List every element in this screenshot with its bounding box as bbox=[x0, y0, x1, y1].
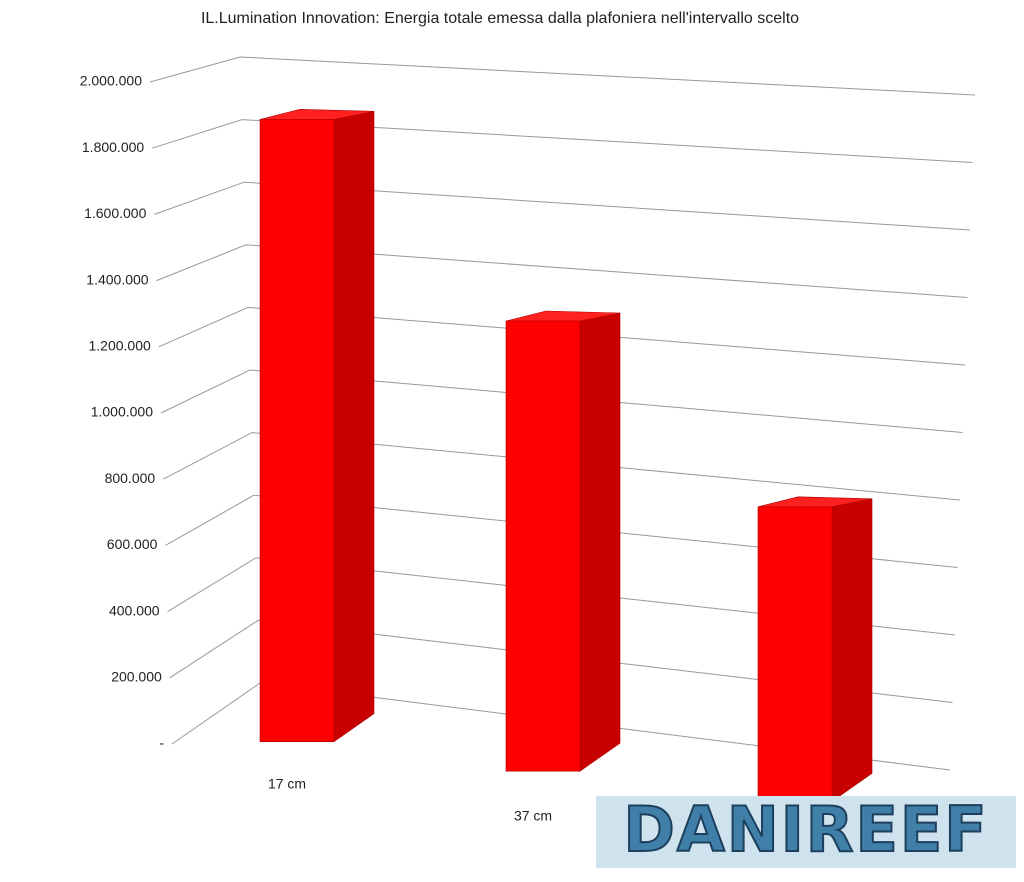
grid-line bbox=[160, 369, 963, 433]
grid-line bbox=[152, 119, 973, 163]
watermark-bg bbox=[596, 796, 1016, 868]
y-tick-label: 200.000 bbox=[111, 669, 162, 685]
grid-line bbox=[149, 56, 976, 96]
y-tick-label: 1.400.000 bbox=[86, 271, 148, 287]
bar-side bbox=[333, 110, 375, 743]
chart-title: IL.Lumination Innovation: Energia totale… bbox=[201, 10, 799, 27]
grid-line bbox=[158, 306, 966, 366]
y-tick-label: 400.000 bbox=[109, 602, 160, 618]
watermark: DANIREEF bbox=[623, 793, 988, 866]
grid-line bbox=[165, 494, 958, 568]
y-tick-label: 1.800.000 bbox=[82, 139, 144, 155]
y-tick-label: - bbox=[159, 735, 164, 751]
y-tick-label: 600.000 bbox=[107, 536, 158, 552]
grid-line bbox=[154, 181, 971, 231]
y-tick-label: 1.600.000 bbox=[84, 205, 146, 221]
bar-side bbox=[831, 498, 873, 802]
grid-line bbox=[156, 244, 968, 298]
x-tick-label: 37 cm bbox=[514, 808, 552, 824]
bar-front bbox=[505, 320, 581, 772]
bar-front bbox=[259, 119, 335, 742]
y-tick-label: 2.000.000 bbox=[80, 73, 142, 89]
bar bbox=[757, 496, 873, 802]
grid-line bbox=[162, 432, 961, 501]
grid-line bbox=[167, 557, 956, 636]
bar bbox=[259, 109, 375, 743]
bar bbox=[505, 310, 621, 772]
bar-front bbox=[757, 506, 833, 802]
grid-line bbox=[169, 619, 953, 703]
y-tick-label: 1.200.000 bbox=[89, 338, 151, 354]
y-tick-label: 1.000.000 bbox=[91, 404, 153, 420]
x-tick-label: 17 cm bbox=[268, 776, 306, 792]
bar-side bbox=[579, 312, 621, 772]
y-tick-label: 800.000 bbox=[105, 470, 156, 486]
